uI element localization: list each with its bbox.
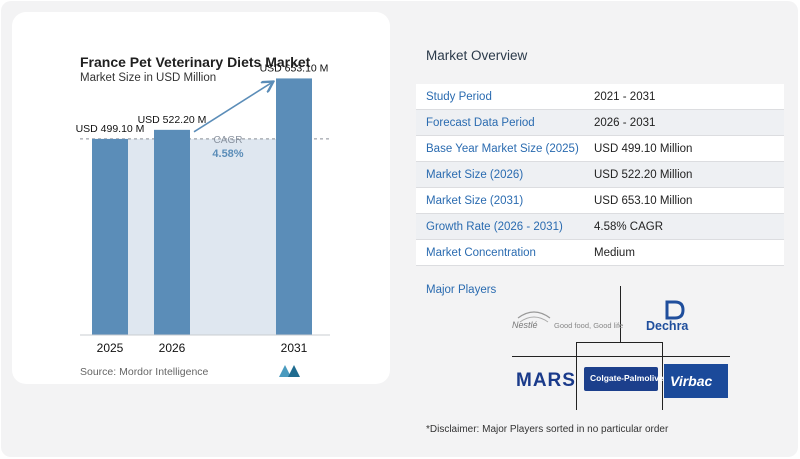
- category-label-2025: 2025: [97, 341, 124, 355]
- row-key: Base Year Market Size (2025): [426, 143, 579, 155]
- market-overview-panel: Market Overview Study Period 2021 - 2031…: [416, 0, 800, 459]
- row-key: Market Size (2031): [426, 195, 524, 207]
- chart-title: France Pet Veterinary Diets Market: [80, 54, 311, 70]
- divider: [662, 342, 663, 410]
- cagr-value: 4.58%: [212, 148, 243, 160]
- dechra-logo: Dechra: [646, 300, 726, 340]
- row-key: Market Concentration: [426, 247, 536, 259]
- row-value: USD 522.20 Million: [594, 169, 693, 181]
- table-row: Study Period 2021 - 2031: [416, 84, 784, 110]
- row-key: Study Period: [426, 91, 492, 103]
- cagr-label: CAGR: [214, 135, 243, 146]
- nestle-tagline: Good food, Good life: [554, 321, 624, 330]
- virbac-logo: Virbac: [664, 364, 728, 398]
- virbac-wordmark: Virbac: [670, 373, 713, 389]
- dechra-d-icon: [665, 300, 685, 320]
- colgate-logo: Colgate-Palmolive: [584, 367, 664, 391]
- bar-2026: [154, 129, 190, 335]
- mordor-logo-icon: [279, 365, 300, 377]
- chart-subtitle: Market Size in USD Million: [80, 72, 217, 84]
- bar-2031: [276, 78, 312, 336]
- colgate-wordmark: Colgate-Palmolive: [590, 373, 664, 383]
- row-value: USD 653.10 Million: [594, 195, 693, 207]
- category-label-2026: 2026: [159, 341, 186, 355]
- row-key: Market Size (2026): [426, 169, 524, 181]
- cagr-arrow: [193, 82, 272, 133]
- overview-title: Market Overview: [426, 48, 528, 63]
- nestle-wordmark: Nestlé: [512, 320, 538, 330]
- bar-2025: [92, 138, 128, 335]
- table-row: Forecast Data Period 2026 - 2031: [416, 110, 784, 136]
- row-key: Forecast Data Period: [426, 117, 535, 129]
- value-label-2031: USD 653.10 M: [260, 62, 329, 74]
- category-label-2031: 2031: [281, 341, 308, 355]
- divider: [576, 342, 662, 343]
- overview-table: Study Period 2021 - 2031 Forecast Data P…: [416, 84, 784, 266]
- divider: [576, 342, 577, 410]
- major-players-title: Major Players: [426, 284, 497, 296]
- table-row: Base Year Market Size (2025) USD 499.10 …: [416, 136, 784, 162]
- nestle-logo: Nestlé Good food, Good life: [512, 304, 642, 334]
- chart-source: Source: Mordor Intelligence: [80, 366, 209, 378]
- row-value: 2026 - 2031: [594, 117, 656, 129]
- value-label-2025: USD 499.10 M: [76, 123, 145, 135]
- bar-chart: USD 499.10 M 2025 USD 522.20 M 2026 USD 653.…: [76, 62, 330, 355]
- table-row: Market Size (2031) USD 653.10 Million: [416, 188, 784, 214]
- row-key: Growth Rate (2026 - 2031): [426, 221, 563, 233]
- mars-logo: MARS: [516, 370, 576, 391]
- divider: [512, 356, 730, 357]
- row-value: Medium: [594, 247, 635, 259]
- dechra-wordmark: Dechra: [646, 319, 689, 333]
- row-value: 2021 - 2031: [594, 91, 656, 103]
- growth-shade: [128, 138, 276, 335]
- divider: [620, 286, 621, 342]
- row-value: 4.58% CAGR: [594, 221, 664, 233]
- table-row: Growth Rate (2026 - 2031) 4.58% CAGR: [416, 214, 784, 240]
- table-row: Market Concentration Medium: [416, 240, 784, 266]
- value-label-2026: USD 522.20 M: [138, 114, 207, 126]
- nestle-nest-icon: [517, 311, 551, 323]
- table-row: Market Size (2026) USD 522.20 Million: [416, 162, 784, 188]
- row-value: USD 499.10 Million: [594, 143, 693, 155]
- disclaimer: *Disclaimer: Major Players sorted in no …: [426, 424, 669, 435]
